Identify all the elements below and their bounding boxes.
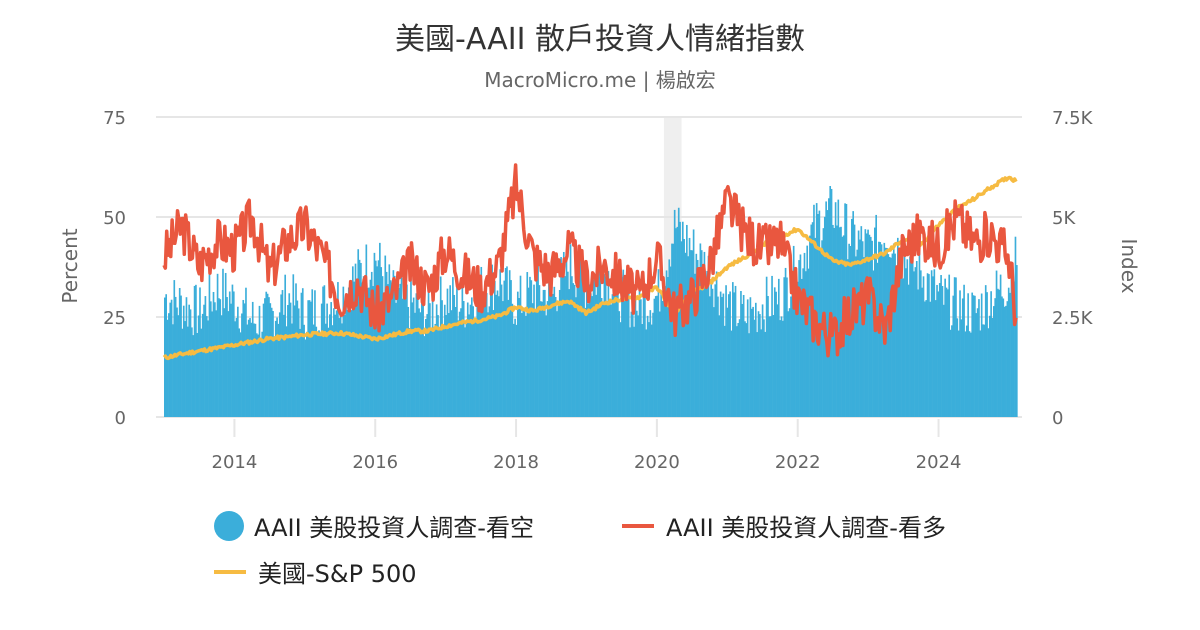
chart-plot: 0 0 25 2.5K 50 5K 75 7.5K 2014 2016 2018 2020 2022 20… (58, 108, 1141, 473)
y-tick-left: 75 (103, 108, 126, 129)
legend-item-sp500[interactable]: 美國-S&P 500 (214, 554, 417, 589)
circle-icon (214, 510, 244, 541)
legend-item-bullish[interactable]: AAII 美股投資人調查-看多 (622, 508, 946, 543)
x-tick: 2014 (212, 452, 258, 473)
series-bullish-line (162, 163, 1018, 358)
line-icon (622, 523, 654, 528)
legend-label: AAII 美股投資人調查-看空 (254, 514, 534, 542)
chart-subtitle: MacroMicro.me | 楊啟宏 (484, 68, 716, 92)
line-icon (214, 569, 246, 574)
x-tick: 2022 (775, 452, 821, 473)
y-tick-right: 5K (1052, 208, 1076, 229)
axes: 0 0 25 2.5K 50 5K 75 7.5K 2014 2016 2018 2020 2022 20… (103, 108, 1094, 473)
y-tick-left: 25 (103, 308, 126, 329)
legend-label: 美國-S&P 500 (258, 560, 417, 588)
y-axis-right-title: Index (1117, 238, 1141, 293)
legend-item-bearish[interactable]: AAII 美股投資人調查-看空 (214, 508, 534, 543)
y-tick-right: 7.5K (1052, 108, 1094, 129)
x-tick: 2020 (634, 452, 680, 473)
series-sp500-line (162, 175, 1018, 361)
x-tick: 2016 (352, 452, 398, 473)
legend-label: AAII 美股投資人調查-看多 (666, 514, 946, 542)
x-tick: 2018 (493, 452, 539, 473)
y-tick-left: 50 (103, 208, 126, 229)
y-tick-right: 0 (1052, 408, 1063, 429)
chart-title: 美國-AAII 散戶投資人情緒指數 (395, 22, 805, 57)
y-axis-left-title: Percent (58, 228, 82, 303)
x-tick: 2024 (916, 452, 962, 473)
y-tick-left: 0 (115, 408, 126, 429)
y-tick-right: 2.5K (1052, 308, 1094, 329)
